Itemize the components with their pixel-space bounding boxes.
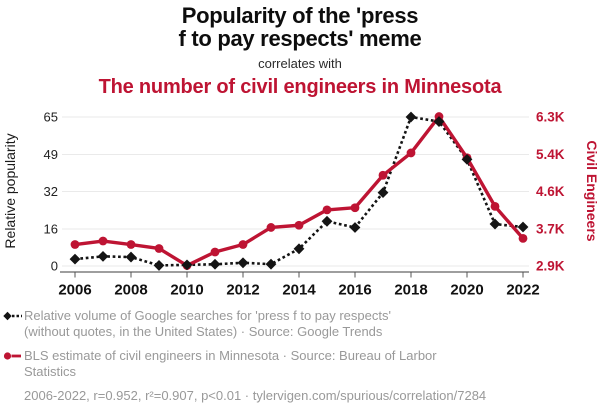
- series-engineers-point: [154, 244, 164, 253]
- series-searches-point: [209, 258, 221, 270]
- series-searches-point: [125, 251, 137, 263]
- x-tick-label: 2006: [58, 282, 91, 299]
- series-searches-point: [237, 257, 249, 269]
- right-tick-label: 3.7K: [536, 221, 565, 236]
- legend-searches-line2: (without quotes, in the United States) ·…: [24, 324, 383, 339]
- legend-engineers-line2: Statistics: [24, 364, 77, 379]
- series-searches-point: [517, 221, 529, 233]
- series-searches-point: [461, 154, 473, 165]
- chart-legend: Relative volume of Google searches for '…: [3, 308, 588, 404]
- series-searches-point: [181, 259, 193, 271]
- series-engineers-point: [126, 240, 136, 249]
- series-engineers-point: [378, 170, 388, 180]
- series-searches-point: [377, 187, 389, 199]
- chart-header: Popularity of the 'press f to pay respec…: [0, 4, 600, 99]
- x-tick-label: 2012: [226, 282, 259, 299]
- series-engineers-point: [406, 148, 416, 158]
- left-axis-title: Relative popularity: [2, 133, 18, 248]
- series-searches-point: [321, 215, 333, 227]
- series-engineers-point: [518, 233, 528, 243]
- legend-item-engineers: BLS estimate of civil engineers in Minne…: [3, 348, 588, 380]
- legend-searches-line1: Relative volume of Google searches for '…: [24, 308, 391, 323]
- left-tick-label: 16: [44, 221, 58, 236]
- series-searches-point: [405, 111, 417, 123]
- x-tick-label: 2018: [394, 282, 427, 299]
- page-title: Popularity of the 'press f to pay respec…: [0, 4, 600, 50]
- x-tick-label: 2008: [114, 282, 147, 299]
- x-tick-label: 2016: [338, 282, 371, 299]
- right-tick-label: 6.3K: [536, 110, 565, 125]
- x-tick-label: 2020: [450, 282, 483, 299]
- left-tick-label: 49: [44, 147, 58, 162]
- series-engineers-point: [70, 240, 80, 249]
- stats-footer: 2006-2022, r=0.952, r²=0.907, p<0.01 · t…: [24, 388, 487, 403]
- series-engineers-point: [98, 236, 108, 246]
- series-engineers-point: [210, 247, 220, 257]
- series-engineers-point: [322, 205, 332, 215]
- legend-engineers-line1: BLS estimate of civil engineers in Minne…: [24, 348, 437, 363]
- series-searches-point: [349, 222, 361, 233]
- x-tick-label: 2010: [170, 282, 203, 299]
- series-searches-point: [489, 218, 501, 230]
- series-searches-point: [293, 243, 305, 255]
- correlates-with-label: correlates with: [258, 56, 342, 71]
- right-tick-label: 5.4K: [536, 147, 565, 162]
- series-engineers-point: [490, 202, 500, 211]
- series-engineers-point: [294, 220, 304, 230]
- left-tick-label: 65: [44, 110, 58, 125]
- legend-item-searches: Relative volume of Google searches for '…: [3, 308, 588, 340]
- title-line-1: Popularity of the 'press: [181, 3, 419, 28]
- right-axis-title: Civil Engineers: [584, 140, 600, 241]
- series-engineers-point: [266, 223, 276, 232]
- right-tick-label: 4.6K: [536, 184, 565, 199]
- series-searches-point: [97, 250, 109, 262]
- line-chart: 2006 2008 2010 2012 2014 2016 2018 2020 2022 0 16 3…: [2, 110, 600, 299]
- right-tick-label: 2.9K: [536, 259, 565, 274]
- series-searches-point: [265, 258, 277, 270]
- x-tick-label: 2022: [506, 282, 539, 299]
- series-searches-point: [69, 253, 81, 265]
- x-tick-label: 2014: [282, 282, 316, 299]
- series-engineers-point: [350, 203, 360, 213]
- series-searches-point: [153, 260, 165, 271]
- title-line-2: f to pay respects' meme: [178, 26, 422, 51]
- red-circle-solid-icon: [3, 348, 24, 380]
- left-tick-label: 32: [44, 184, 58, 199]
- secondary-title: The number of civil engineers in Minneso…: [98, 76, 502, 98]
- series-engineers-point: [238, 240, 248, 249]
- left-tick-label: 0: [51, 259, 58, 274]
- series-searches-point: [433, 116, 445, 127]
- black-diamond-dotted-icon: [3, 308, 24, 340]
